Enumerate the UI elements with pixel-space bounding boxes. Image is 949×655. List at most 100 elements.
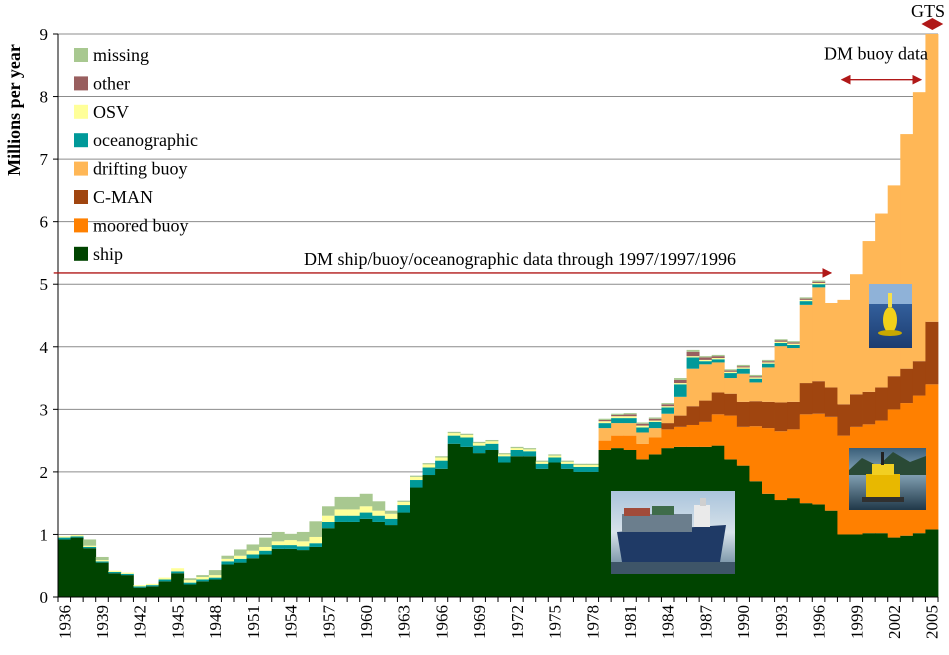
bar-ship-1962 — [384, 525, 398, 597]
bar-ship-1964 — [410, 487, 423, 597]
bar-other-1994 — [787, 342, 801, 344]
bar-missing-1965 — [422, 463, 436, 465]
bar-missing-1957 — [322, 506, 335, 516]
bar-C-MAN-1998 — [837, 404, 851, 436]
bar-drifting-buoy-1991 — [749, 382, 763, 402]
bar-missing-1938 — [83, 539, 97, 546]
buoy-platform-photo — [849, 448, 926, 510]
x-tick-label: 1957 — [319, 605, 338, 640]
bar-C-MAN-1993 — [774, 402, 788, 432]
bar-missing-1972 — [510, 446, 524, 449]
bar-OSV-1987 — [699, 359, 713, 362]
bar-oceanographic-1971 — [498, 456, 511, 463]
bar-oceanographic-1953 — [271, 545, 285, 549]
bar-oceanographic-1964 — [410, 480, 423, 488]
bar-other-1996 — [812, 281, 826, 283]
bar-oceanographic-1982 — [636, 427, 650, 433]
bar-OSV-1964 — [410, 476, 423, 481]
bar-C-MAN-1984 — [661, 423, 675, 430]
bar-C-MAN-2005 — [925, 321, 939, 385]
bar-oceanographic-1961 — [372, 515, 386, 522]
bar-OSV-1980 — [611, 416, 625, 419]
bar-oceanographic-1943 — [146, 585, 159, 587]
bar-moored-buoy-1989 — [724, 415, 738, 460]
y-tick-label: 1 — [40, 525, 49, 544]
bar-missing-1985 — [674, 378, 687, 380]
bar-ship-1995 — [799, 503, 813, 597]
bar-moored-buoy-1979 — [598, 440, 612, 450]
bar-other-1992 — [762, 361, 775, 363]
bar-OSV-1954 — [284, 540, 298, 546]
bar-ship-1992 — [762, 493, 775, 597]
legend-label: C-MAN — [93, 187, 153, 207]
bar-moored-buoy-1980 — [611, 435, 625, 449]
bar-ship-1953 — [271, 548, 285, 597]
bar-moored-buoy-1997 — [824, 416, 838, 511]
bar-OSV-1941 — [120, 572, 134, 574]
bar-oceanographic-1975 — [548, 457, 562, 463]
bar-ship-1996 — [812, 504, 826, 597]
bar-moored-buoy-2005 — [925, 384, 939, 530]
bar-other-1984 — [661, 404, 675, 407]
legend-swatch — [74, 104, 88, 119]
bar-oceanographic-1938 — [83, 546, 97, 549]
bar-stacks — [58, 34, 939, 597]
bar-ship-1955 — [296, 550, 310, 597]
bar-ship-1994 — [787, 498, 801, 597]
x-tick-label: 1999 — [847, 605, 866, 639]
bar-ship-1944 — [158, 581, 172, 597]
bar-oceanographic-1948 — [208, 577, 222, 580]
bar-drifting-buoy-1989 — [724, 378, 738, 394]
bar-missing-1992 — [762, 359, 775, 362]
bar-missing-1996 — [812, 280, 826, 282]
bar-ship-1979 — [598, 449, 612, 597]
bar-drifting-buoy-2004 — [912, 92, 926, 362]
bar-OSV-1951 — [246, 550, 260, 555]
x-tick-label: 2002 — [885, 605, 904, 639]
bar-other-1991 — [749, 376, 763, 378]
bar-ship-1967 — [447, 443, 461, 597]
y-tick-label: 3 — [40, 400, 49, 419]
bar-oceanographic-1978 — [586, 466, 599, 472]
bar-ship-1958 — [334, 521, 348, 597]
bar-C-MAN-1988 — [711, 392, 725, 415]
bar-drifting-buoy-1995 — [799, 304, 813, 384]
bar-ship-1966 — [435, 468, 449, 597]
x-tick-label: 1954 — [282, 605, 301, 640]
bar-OSV-1948 — [208, 575, 222, 578]
legend-label: ship — [93, 244, 123, 264]
bar-oceanographic-1945 — [171, 571, 185, 574]
bar-other-1980 — [611, 414, 625, 417]
bar-C-MAN-1987 — [699, 400, 713, 422]
bar-oceanographic-1942 — [133, 586, 147, 588]
bar-missing-1939 — [95, 556, 109, 561]
bar-OSV-1952 — [259, 546, 273, 551]
bar-ship-2005 — [925, 529, 939, 597]
legend-swatch — [74, 161, 88, 176]
bar-ship-2001 — [875, 533, 889, 597]
bar-OSV-1939 — [95, 560, 109, 562]
bar-moored-buoy-1992 — [762, 428, 775, 494]
bar-missing-1963 — [397, 500, 411, 502]
bar-OSV-1989 — [724, 371, 738, 374]
x-tick-label: 1951 — [244, 605, 263, 639]
bar-ship-2000 — [862, 533, 876, 597]
bar-oceanographic-1993 — [774, 343, 788, 347]
bar-oceanographic-1986 — [686, 357, 700, 369]
bar-OSV-1953 — [271, 541, 285, 546]
bar-C-MAN-1996 — [812, 381, 826, 414]
bar-moored-buoy-1985 — [674, 426, 687, 447]
legend-swatch — [74, 218, 88, 233]
x-tick-label: 1978 — [583, 605, 602, 639]
bar-missing-1948 — [208, 570, 222, 576]
bar-OSV-1970 — [485, 441, 499, 444]
y-tick-label: 5 — [40, 275, 49, 294]
bar-ship-1954 — [284, 548, 298, 597]
bar-missing-1954 — [284, 533, 298, 541]
bar-missing-1974 — [535, 460, 549, 462]
bar-OSV-1938 — [83, 545, 97, 547]
legend-item-oceanographic: oceanographic — [74, 130, 198, 150]
x-tick-label: 1948 — [206, 605, 225, 639]
bar-oceanographic-1955 — [296, 546, 310, 551]
bar-oceanographic-1984 — [661, 407, 675, 414]
